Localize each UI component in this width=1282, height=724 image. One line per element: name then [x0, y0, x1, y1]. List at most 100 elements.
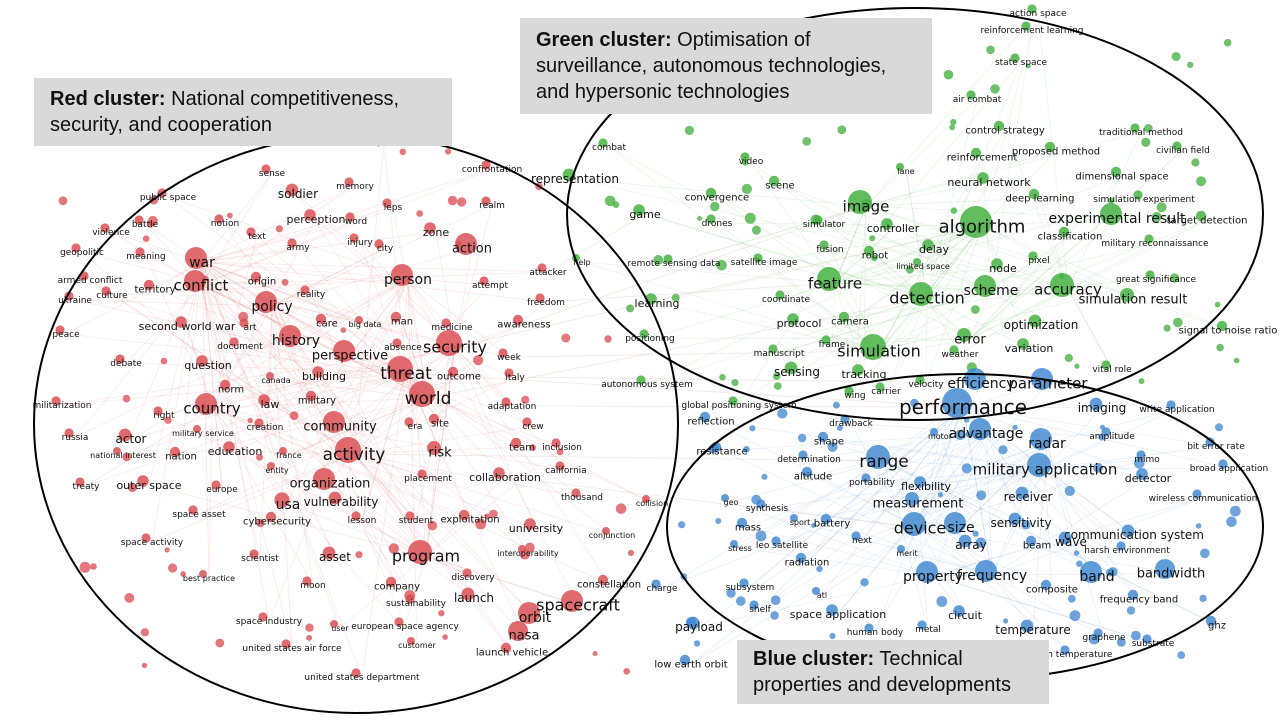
node-soldier[interactable] [285, 183, 299, 197]
node-adaptation[interactable] [501, 397, 511, 407]
node-sensing[interactable] [784, 361, 798, 375]
node-military-reconnaissance[interactable] [1144, 234, 1154, 244]
node-leps[interactable] [382, 198, 392, 208]
node-reflection[interactable] [699, 411, 711, 423]
node-constellation[interactable] [597, 574, 609, 586]
node-performance[interactable] [942, 388, 972, 418]
node-sense[interactable] [261, 164, 271, 174]
node-drones[interactable] [706, 214, 716, 224]
node-target-detection[interactable] [1195, 210, 1207, 222]
node-accuracy[interactable] [1050, 273, 1074, 297]
node-protocol[interactable] [787, 313, 799, 325]
node-peace[interactable] [55, 325, 65, 335]
node-temperature[interactable] [1020, 619, 1034, 633]
node-document[interactable] [229, 337, 239, 347]
node-mass[interactable] [736, 517, 748, 529]
node-composite[interactable] [1040, 579, 1052, 591]
node-battle[interactable] [134, 215, 144, 225]
node-vulnerability[interactable] [328, 491, 342, 505]
node-placement[interactable] [417, 469, 427, 479]
node-carrier[interactable] [875, 382, 885, 392]
node-city[interactable] [374, 239, 384, 249]
node-shelf[interactable] [749, 600, 759, 610]
node-military[interactable] [305, 390, 317, 402]
node-vital-role[interactable] [1101, 360, 1111, 370]
node-proposed-method[interactable] [1044, 141, 1056, 153]
node-launch[interactable] [461, 587, 475, 601]
node-student[interactable] [405, 511, 415, 521]
node-crew[interactable] [522, 417, 532, 427]
node-origin[interactable] [250, 271, 262, 283]
node-realm[interactable] [481, 196, 491, 206]
node-simulation-result[interactable] [1120, 288, 1134, 302]
node-battery[interactable] [820, 513, 832, 525]
node-neural-network[interactable] [977, 172, 989, 184]
node-simulation-experiment[interactable] [1133, 190, 1143, 200]
node-charge[interactable] [651, 579, 661, 589]
node-orbit[interactable] [518, 602, 540, 624]
node-detector[interactable] [1136, 468, 1148, 480]
node-size[interactable] [944, 512, 966, 534]
node-frequency[interactable] [975, 560, 997, 582]
node-norm[interactable] [219, 379, 231, 391]
node-user[interactable] [330, 620, 338, 628]
node-threat[interactable] [387, 356, 413, 382]
node-write-application[interactable] [1166, 400, 1176, 410]
node-harsh-environment[interactable] [1116, 541, 1126, 551]
node-wave[interactable] [1058, 531, 1072, 545]
node-era[interactable] [404, 417, 414, 427]
node-team[interactable] [510, 437, 522, 449]
node-italy[interactable] [504, 368, 514, 378]
node-global-positioning-system[interactable] [728, 396, 738, 406]
node-stress[interactable] [730, 540, 738, 548]
node-california[interactable] [555, 461, 565, 471]
node-device[interactable] [902, 512, 926, 536]
node-collision[interactable] [642, 495, 650, 503]
node-variation[interactable] [1017, 338, 1029, 350]
node-site[interactable] [428, 413, 440, 425]
node-weather[interactable] [949, 345, 959, 355]
node-man[interactable] [390, 311, 402, 323]
node-pixel[interactable] [1028, 251, 1038, 261]
node-sensitivity[interactable] [1008, 512, 1022, 526]
node-united-states-air-force[interactable] [281, 639, 291, 649]
node-territory[interactable] [143, 279, 155, 291]
node-care[interactable] [315, 313, 327, 325]
node-civilian-field[interactable] [1172, 141, 1182, 151]
node-limited-space[interactable] [913, 258, 921, 266]
node-manuscript[interactable] [768, 344, 778, 354]
node-human-body[interactable] [864, 623, 874, 633]
node-sport[interactable] [790, 514, 798, 522]
node-moon[interactable] [302, 576, 312, 586]
node-discovery[interactable] [462, 568, 472, 578]
node-asset[interactable] [322, 546, 336, 560]
node-tracking[interactable] [852, 364, 864, 376]
node-substrate[interactable] [1142, 634, 1152, 644]
node-merit[interactable] [897, 545, 905, 553]
node-security[interactable] [436, 330, 462, 356]
node-medicine[interactable] [441, 318, 451, 328]
node-organization[interactable] [313, 468, 335, 490]
node-freedom[interactable] [535, 293, 545, 303]
node-militarization[interactable] [51, 396, 61, 406]
node-inclusion[interactable] [551, 438, 561, 448]
node-nasa[interactable] [508, 621, 528, 641]
node-coordinate[interactable] [775, 290, 785, 300]
node-space-activity[interactable] [141, 533, 151, 543]
node-frame[interactable] [821, 335, 831, 345]
node-united-states-department[interactable] [351, 668, 361, 678]
node-confrontation[interactable] [481, 160, 491, 170]
node-law[interactable] [258, 394, 270, 406]
node-text[interactable] [246, 227, 256, 237]
node-next[interactable] [851, 531, 861, 541]
node-radar[interactable] [1030, 428, 1052, 450]
node-video[interactable] [740, 152, 750, 162]
node-education[interactable] [223, 441, 235, 453]
node-customer[interactable] [407, 637, 415, 645]
node-frequency-band[interactable] [1127, 589, 1139, 601]
node-nation[interactable] [169, 446, 181, 458]
node-combat[interactable] [598, 138, 608, 148]
node-war[interactable] [185, 247, 207, 269]
node-france[interactable] [279, 447, 287, 455]
node-satellite-image[interactable] [753, 253, 763, 263]
